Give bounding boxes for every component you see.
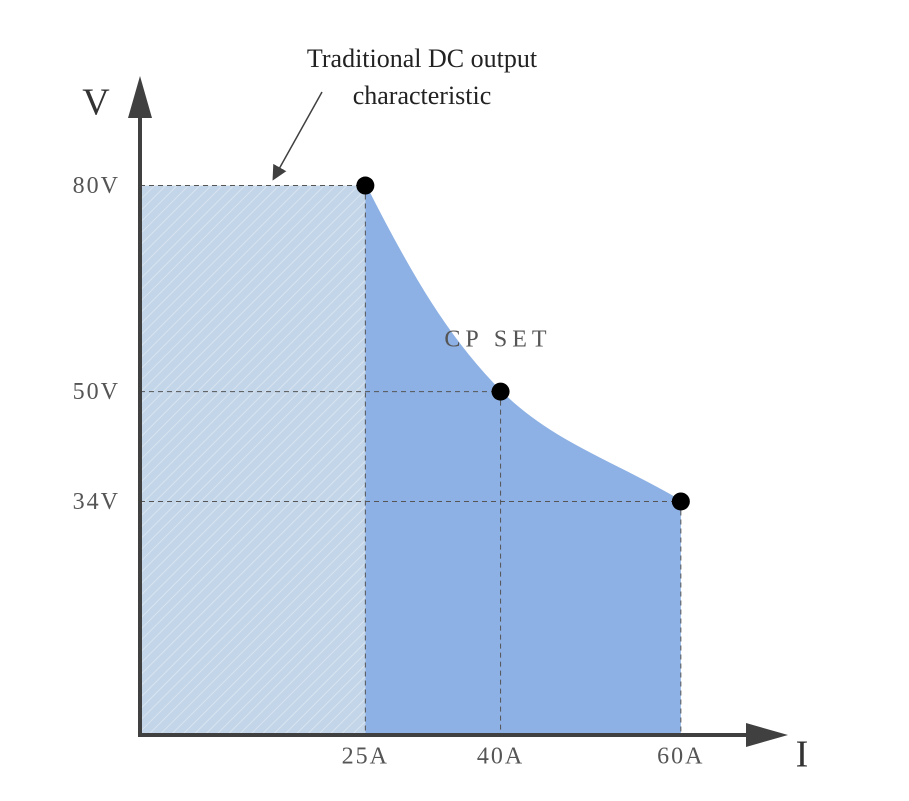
x-tick-label: 25A xyxy=(342,744,389,770)
traditional-hatch xyxy=(140,185,366,736)
y-tick-label: 34V xyxy=(73,489,120,515)
y-tick-label: 50V xyxy=(73,379,120,405)
x-axis-label: I xyxy=(796,734,809,776)
point xyxy=(491,382,510,401)
curve-label: CP SET xyxy=(444,327,551,353)
cp-area xyxy=(365,185,681,736)
annotation-arrow xyxy=(272,91,323,181)
annotation: characteristic xyxy=(353,81,492,110)
x-arrow xyxy=(746,723,788,747)
point xyxy=(356,176,375,195)
point xyxy=(671,492,690,511)
annotation: Traditional DC output xyxy=(307,44,538,73)
y-axis-label: V xyxy=(82,82,110,124)
x-tick-label: 40A xyxy=(477,744,524,770)
y-arrow xyxy=(128,76,152,118)
y-tick-label: 80V xyxy=(73,173,120,199)
x-tick-label: 60A xyxy=(657,744,704,770)
